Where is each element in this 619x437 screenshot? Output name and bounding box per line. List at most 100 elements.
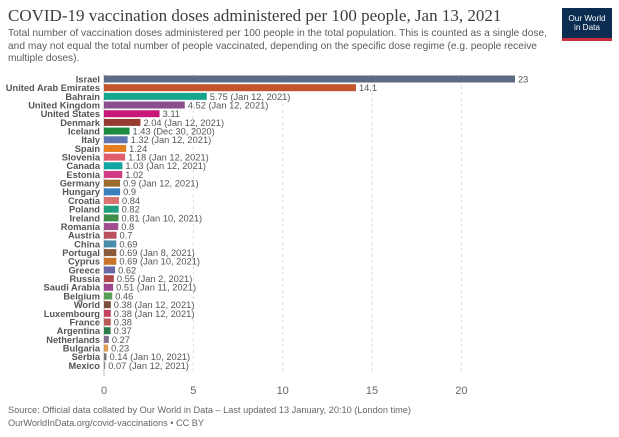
owid-logo[interactable]: Our World in Data: [562, 8, 612, 41]
logo-line-1: Our World: [568, 13, 606, 23]
value-label: 0.9: [123, 187, 136, 197]
category-label: Denmark: [60, 118, 101, 128]
bar: [104, 240, 117, 248]
category-label: United States: [41, 109, 100, 119]
value-label: 1.32 (Jan 12, 2021): [131, 135, 212, 145]
bar: [104, 318, 111, 326]
category-label: Mexico: [68, 361, 100, 371]
value-label: 0.38: [114, 317, 132, 327]
category-label: United Kingdom: [28, 100, 100, 110]
value-label: 0.8: [121, 222, 134, 232]
bar: [104, 136, 128, 144]
category-label: Belgium: [63, 291, 100, 301]
value-label: 0.38 (Jan 12, 2021): [114, 309, 195, 319]
value-label: 0.23: [111, 343, 129, 353]
category-label: Slovenia: [62, 153, 101, 163]
bar: [104, 197, 120, 205]
value-label: 0.81 (Jan 10, 2021): [121, 213, 202, 223]
value-label: 23: [518, 74, 528, 84]
bar: [104, 153, 126, 161]
source-note: Source: Official data collated by Our Wo…: [8, 405, 411, 415]
category-label: Luxembourg: [44, 309, 101, 319]
chart-title: COVID-19 vaccination doses administered …: [8, 6, 502, 25]
bar: [104, 170, 123, 178]
category-label: Netherlands: [46, 335, 100, 345]
category-label: Ireland: [70, 213, 101, 223]
source-url[interactable]: OurWorldInData.org/covid-vaccinations • …: [8, 417, 205, 428]
bar: [104, 188, 121, 196]
category-label: Poland: [69, 205, 100, 215]
category-label: Spain: [75, 144, 101, 154]
bar: [104, 110, 160, 118]
value-label: 4.52 (Jan 12, 2021): [188, 100, 269, 110]
category-label: Italy: [81, 135, 100, 145]
bar: [104, 214, 119, 222]
bar: [104, 275, 114, 283]
value-label: 0.55 (Jan 2, 2021): [117, 274, 192, 284]
value-label: 14.1: [359, 83, 377, 93]
bar: [104, 301, 111, 309]
logo-line-2: in Data: [574, 23, 600, 32]
category-label: Austria: [68, 231, 101, 241]
value-label: 0.37: [114, 326, 132, 336]
bar: [104, 231, 117, 239]
value-label: 0.82: [122, 205, 140, 215]
bar: [104, 361, 106, 369]
bar: [104, 223, 119, 231]
value-label: 1.43 (Dec 30, 2020): [133, 126, 215, 136]
category-label: Iceland: [68, 126, 100, 136]
category-label: Croatia: [68, 196, 101, 206]
category-label: Bulgaria: [63, 343, 101, 353]
bar: [104, 179, 121, 187]
bar: [104, 84, 356, 92]
bar: [104, 101, 185, 109]
value-label: 5.75 (Jan 12, 2021): [210, 92, 291, 102]
value-label: 0.27: [112, 335, 130, 345]
value-label: 0.46: [115, 291, 133, 301]
category-label: Hungary: [62, 187, 101, 197]
category-label: Portugal: [62, 248, 100, 258]
category-label: Bahrain: [65, 92, 100, 102]
value-label: 0.51 (Jan 11, 2021): [116, 283, 196, 293]
bar: [104, 144, 127, 152]
category-label: Estonia: [66, 170, 100, 180]
bar: [104, 249, 117, 257]
value-label: 0.14 (Jan 10, 2021): [110, 352, 191, 362]
bar: [104, 353, 107, 361]
bar: [104, 118, 141, 126]
value-label: 0.38 (Jan 12, 2021): [114, 300, 195, 310]
category-label: Canada: [66, 161, 100, 171]
category-label: Argentina: [57, 326, 101, 336]
category-label: Saudi Arabia: [44, 283, 101, 293]
value-label: 0.9 (Jan 12, 2021): [123, 179, 198, 189]
bar: [104, 205, 119, 213]
value-label: 1.02: [125, 170, 143, 180]
value-label: 1.24: [129, 144, 147, 154]
bar: [104, 335, 109, 343]
value-label: 1.18 (Jan 12, 2021): [128, 153, 209, 163]
category-label: Israel: [76, 74, 100, 84]
bar: [104, 162, 123, 170]
chart-footer: Source: Official data collated by Our Wo…: [8, 404, 411, 429]
bar: [104, 127, 130, 135]
x-tick-label: 5: [190, 385, 196, 397]
bar: [104, 92, 207, 100]
value-label: 0.84: [122, 196, 140, 206]
category-label: Russia: [70, 274, 101, 284]
category-label: Romania: [61, 222, 101, 232]
value-label: 0.69 (Jan 8, 2021): [119, 248, 194, 258]
value-label: 0.7: [120, 231, 133, 241]
bar: [104, 257, 117, 265]
x-tick-label: 10: [277, 385, 289, 397]
category-label: United Arab Emirates: [6, 83, 100, 93]
category-label: China: [74, 239, 101, 249]
category-label: Serbia: [72, 352, 101, 362]
value-label: 1.03 (Jan 12, 2021): [125, 161, 206, 171]
bar: [104, 309, 111, 317]
chart-subtitle: Total number of vaccination doses admini…: [8, 28, 547, 65]
category-label: Cyprus: [68, 257, 100, 267]
category-label: France: [70, 317, 101, 327]
value-label: 0.07 (Jan 12, 2021): [108, 361, 189, 371]
value-label: 2.04 (Jan 12, 2021): [143, 118, 224, 128]
